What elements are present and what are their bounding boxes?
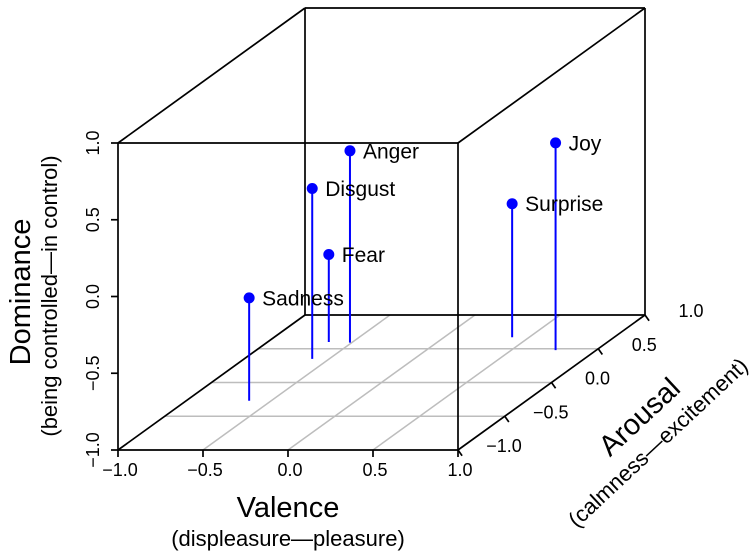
point-label-fear: Fear — [342, 244, 385, 267]
box-edge — [117, 314, 306, 451]
gridline-valence — [287, 314, 476, 451]
dominance-tick-label: 1.0 — [83, 130, 103, 155]
floor-gridlines — [164, 314, 599, 451]
box-edge — [117, 7, 306, 144]
point-disgust — [306, 182, 318, 194]
valence-tick-label: 0.5 — [362, 460, 387, 480]
valence-tick-label: −1.0 — [102, 460, 138, 480]
point-label-disgust: Disgust — [325, 178, 395, 201]
arousal-tick-label: −1.0 — [486, 436, 522, 456]
point-label-surprise: Surprise — [525, 193, 603, 216]
point-label-anger: Anger — [363, 140, 419, 163]
point-label-sadness: Sadness — [262, 287, 344, 310]
point-fear — [323, 249, 335, 261]
arousal-tick-label: −0.5 — [533, 402, 569, 422]
point-surprise — [506, 198, 518, 210]
valence-axis-title: Valence — [237, 492, 340, 524]
dominance-tick-label: 0.5 — [83, 207, 103, 232]
arousal-tick — [550, 382, 557, 389]
data-points: Anger Disgust Fear Sadness Surprise Joy — [243, 132, 603, 401]
arousal-tick — [597, 348, 604, 355]
valence-tick-label: −0.5 — [187, 460, 223, 480]
dominance-axis-subtitle: (being controlled—in control) — [37, 155, 62, 436]
arousal-tick-label: 0.0 — [585, 369, 610, 389]
dominance-tick-label: −0.5 — [83, 355, 103, 391]
arousal-tick — [504, 415, 510, 423]
point-sadness — [243, 292, 255, 304]
point-anger — [344, 145, 356, 157]
valence-tick-label: 1.0 — [447, 460, 472, 480]
dominance-tick-label: −1.0 — [83, 432, 103, 468]
dominance-tick-label: 0.0 — [83, 284, 103, 309]
arousal-tick-label: 0.5 — [632, 335, 657, 355]
valence-axis-subtitle: (displeasure—pleasure) — [171, 526, 405, 551]
gridline-valence — [372, 314, 561, 451]
dominance-axis-title: Dominance — [5, 219, 37, 366]
point-joy — [550, 137, 562, 149]
valence-tick-label: 0.0 — [277, 460, 302, 480]
axis-ticks: −1.0 −0.5 0.0 0.5 1.0 −1.0 −0.5 0.0 0.5 1.0 −1.0 −0… — [83, 130, 704, 480]
3d-box-frame — [117, 7, 646, 451]
arousal-tick — [457, 449, 463, 457]
arousal-tick — [644, 314, 650, 322]
point-label-joy: Joy — [569, 132, 602, 155]
box-edge — [457, 7, 646, 144]
arousal-tick-label: 1.0 — [678, 301, 703, 321]
